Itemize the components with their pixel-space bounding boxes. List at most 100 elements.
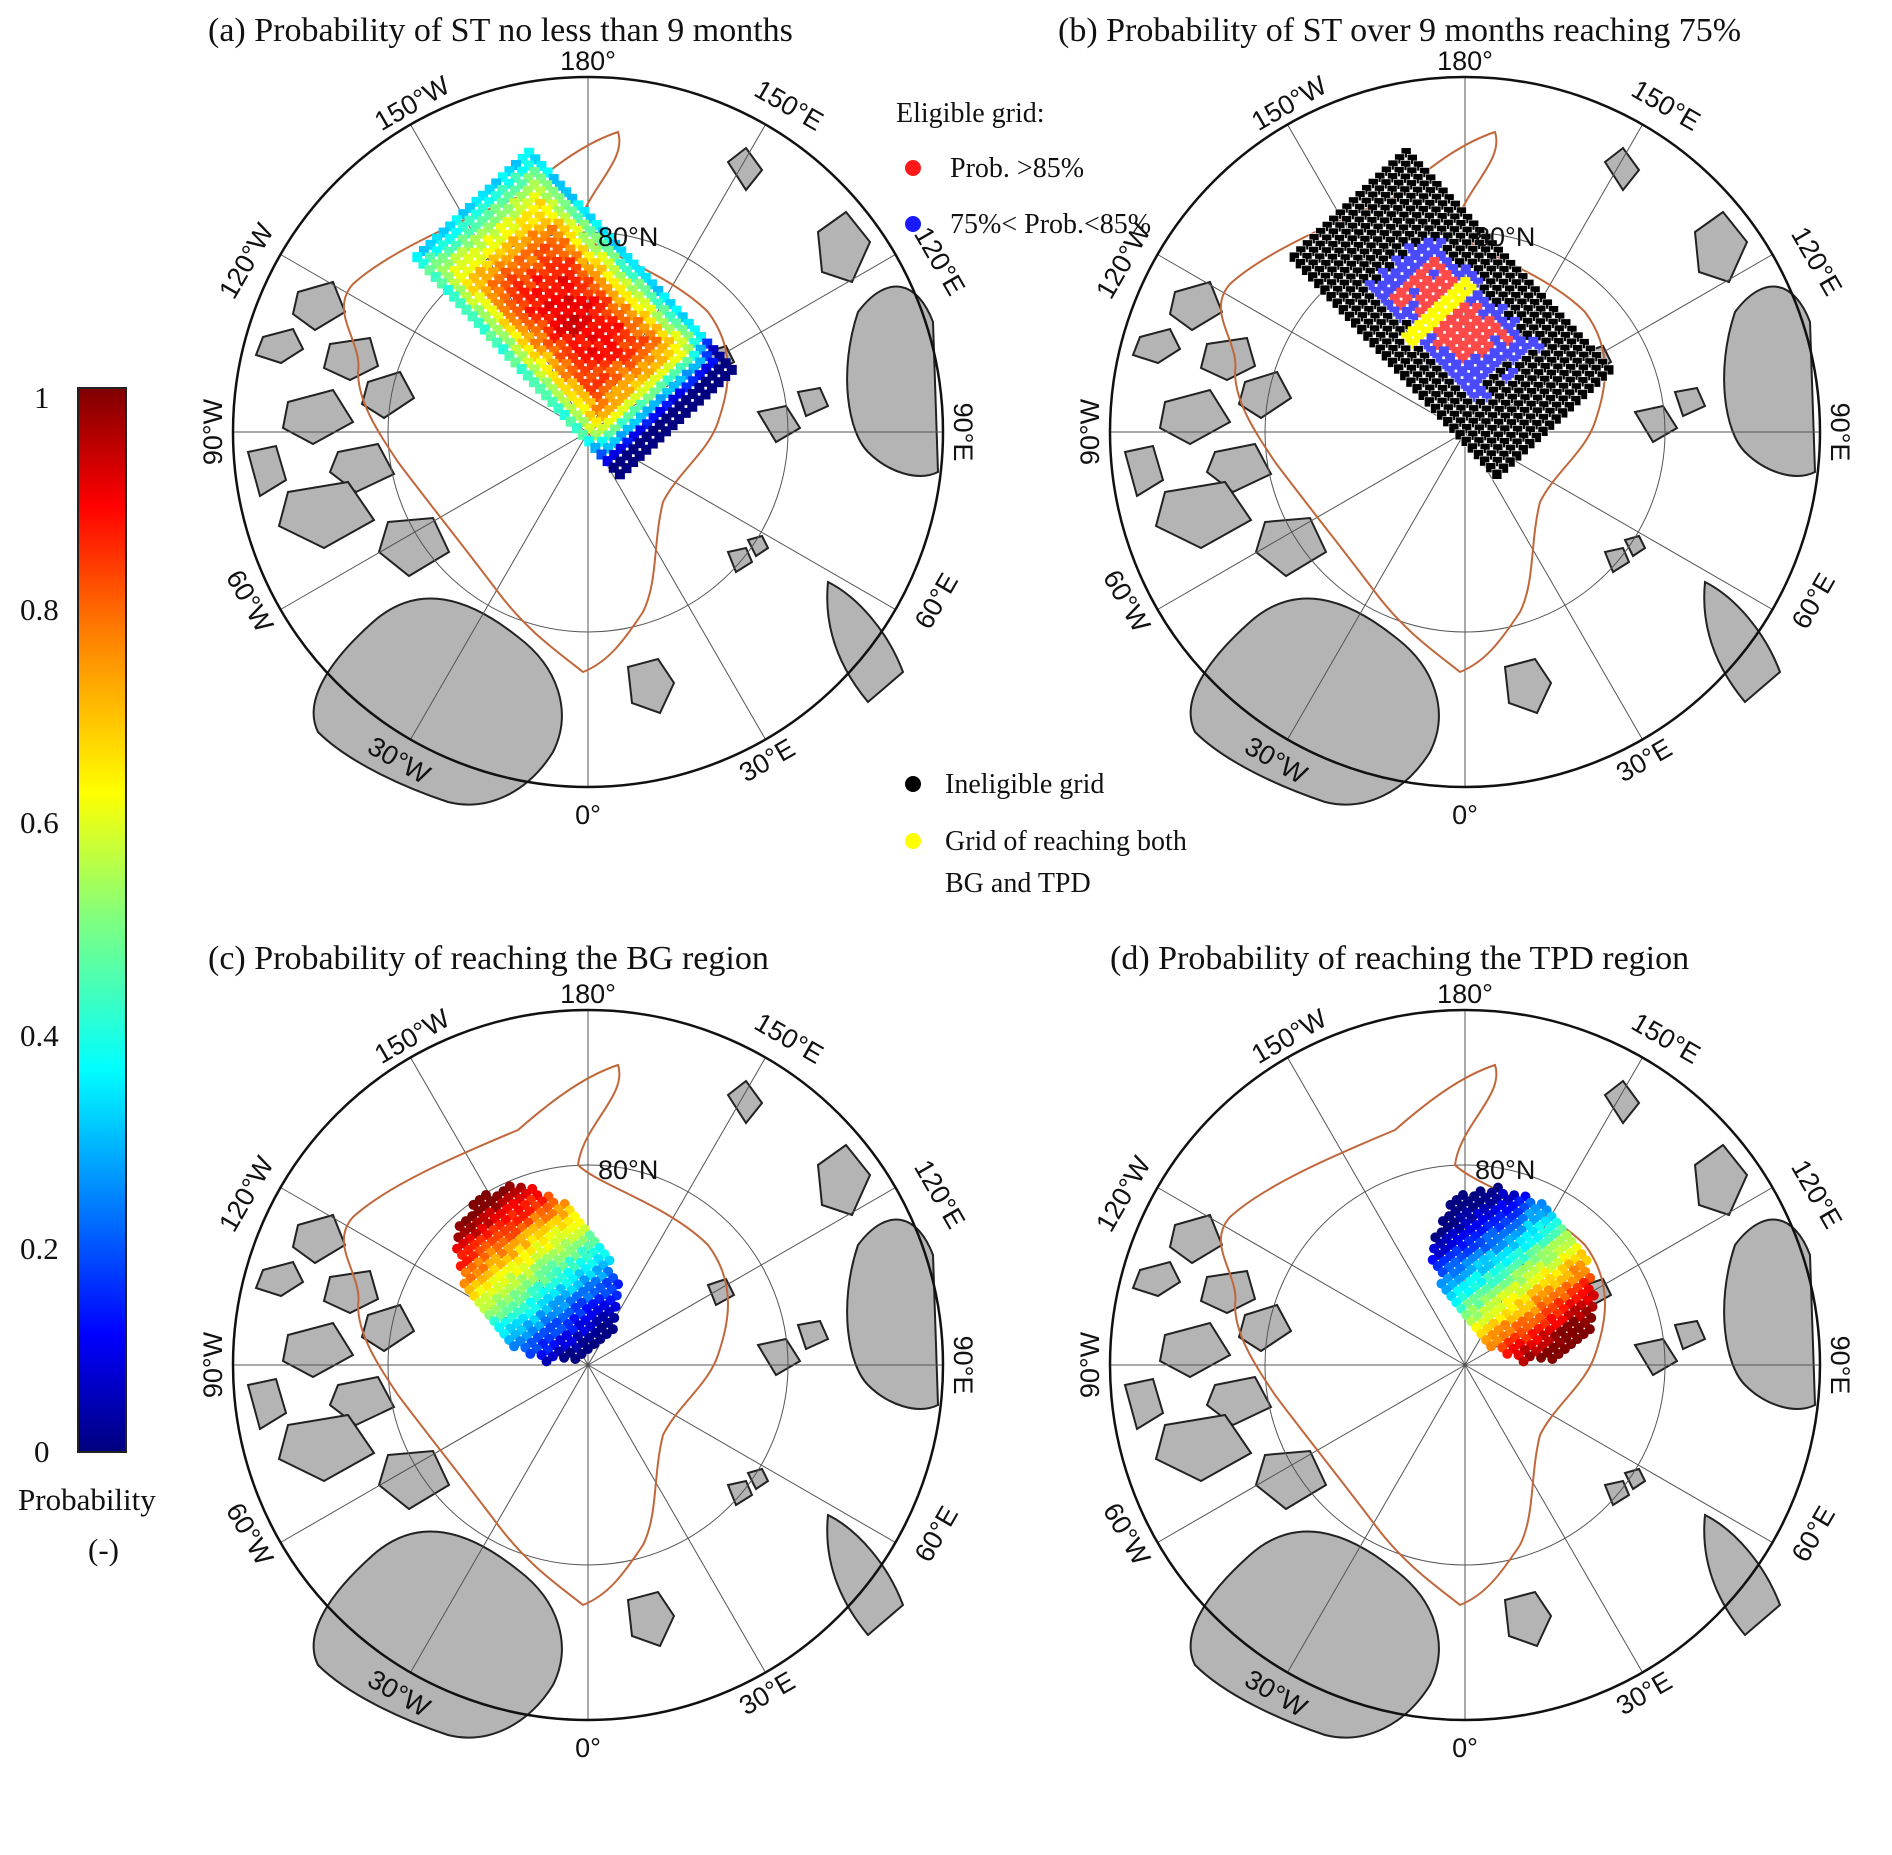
grid-cell xyxy=(562,333,573,344)
grid-cell xyxy=(1515,349,1526,360)
grid-cell xyxy=(560,199,571,210)
grid-cell xyxy=(1387,357,1398,368)
grid-cell xyxy=(1365,241,1377,253)
grid-cell xyxy=(1420,313,1431,324)
grid-cell xyxy=(1354,190,1366,202)
grid-cell xyxy=(468,273,479,284)
grid-cell xyxy=(527,243,538,254)
grid-cell xyxy=(1346,234,1358,246)
grid-cell xyxy=(1374,184,1385,196)
grid-cell xyxy=(1585,344,1596,356)
grid-cell xyxy=(1377,267,1388,278)
grid-cell xyxy=(611,373,622,384)
grid-cell xyxy=(569,302,580,313)
grid-cell xyxy=(578,219,589,230)
grid-cell xyxy=(657,356,668,367)
grid-cell xyxy=(1465,309,1476,320)
land-mass xyxy=(1693,1143,1749,1217)
grid-cell xyxy=(555,339,566,350)
grid-cell xyxy=(621,450,632,461)
grid-cell xyxy=(1427,307,1438,318)
grid-cell xyxy=(683,331,694,342)
grid-cell xyxy=(1360,209,1372,221)
grid-cell xyxy=(1416,243,1427,254)
grid-cell xyxy=(638,336,649,347)
grid-cell xyxy=(1392,204,1404,216)
grid-cell xyxy=(1532,381,1544,392)
grid-cell xyxy=(1557,394,1569,406)
grid-cell xyxy=(1357,298,1369,310)
grid-cell xyxy=(1424,396,1435,408)
land-mass xyxy=(826,580,905,704)
longitude-label: 90°W xyxy=(1075,1331,1105,1398)
grid-cell xyxy=(456,272,467,283)
grid-cell xyxy=(1442,218,1454,230)
grid-cell xyxy=(1458,328,1469,339)
grid-cell xyxy=(559,238,570,249)
grid-cell xyxy=(1469,392,1480,403)
grid-cell xyxy=(525,294,536,305)
grid-cell xyxy=(456,260,467,271)
grid-cell xyxy=(1449,225,1460,237)
grid-cell xyxy=(547,396,558,407)
grid-cell xyxy=(1431,377,1442,389)
grid-cell xyxy=(636,387,647,398)
grid-cell xyxy=(528,192,539,203)
longitude-label: 60°E xyxy=(909,568,964,634)
grid-cell xyxy=(1597,358,1608,369)
grid-cell xyxy=(603,246,614,257)
grid-cell xyxy=(1513,374,1525,385)
grid-cell xyxy=(580,366,591,377)
grid-cell xyxy=(556,314,567,325)
grid-cell xyxy=(1429,231,1441,242)
grid-cell xyxy=(701,364,712,375)
grid-cell xyxy=(621,463,632,474)
meridian-line xyxy=(587,1364,766,1673)
grid-cell xyxy=(531,313,542,324)
grid-cell xyxy=(1566,337,1577,349)
grid-cell xyxy=(617,405,628,416)
grid-cell xyxy=(424,265,435,276)
grid-cell xyxy=(542,364,553,375)
grid-cell xyxy=(622,253,633,264)
grid-cell xyxy=(1498,265,1510,277)
grid-cell xyxy=(1356,324,1368,335)
grid-cell xyxy=(1472,290,1483,301)
grid-cell xyxy=(639,323,650,334)
colorbar-gradient xyxy=(77,387,127,1453)
grid-cell xyxy=(542,339,553,350)
grid-cell xyxy=(1550,413,1562,425)
grid-cell xyxy=(1384,274,1395,285)
data-point xyxy=(541,1356,552,1367)
grid-cell xyxy=(650,362,661,373)
grid-cell xyxy=(608,462,619,473)
grid-cell xyxy=(1485,290,1496,302)
grid-cell xyxy=(1313,265,1325,277)
grid-cell xyxy=(530,326,541,337)
grid-cell xyxy=(580,353,591,364)
grid-cell xyxy=(1386,197,1397,209)
grid-cell xyxy=(618,354,629,365)
longitude-label: 60°W xyxy=(220,1498,279,1571)
grid-cell xyxy=(1483,354,1494,365)
grid-cell xyxy=(669,356,680,367)
grid-cell xyxy=(664,311,675,322)
grid-cell xyxy=(1405,192,1417,203)
grid-cell xyxy=(1363,318,1374,329)
longitude-label: 180° xyxy=(560,46,616,76)
grid-cell xyxy=(567,193,578,204)
grid-cell xyxy=(676,337,687,348)
grid-cell xyxy=(514,242,525,253)
grid-cell xyxy=(578,417,589,428)
grid-cell xyxy=(1399,185,1411,197)
grid-cell xyxy=(696,331,707,342)
grid-cell xyxy=(1466,283,1477,294)
colorbar-label: Probability xyxy=(18,1482,156,1517)
meridian-line xyxy=(1464,1364,1773,1543)
legend-yellow-dot xyxy=(905,833,921,849)
grid-cell xyxy=(490,203,501,214)
grid-cell xyxy=(1326,265,1338,277)
meridian-line xyxy=(1287,1057,1466,1366)
grid-cell xyxy=(1453,296,1464,307)
grid-cell xyxy=(1387,344,1399,355)
